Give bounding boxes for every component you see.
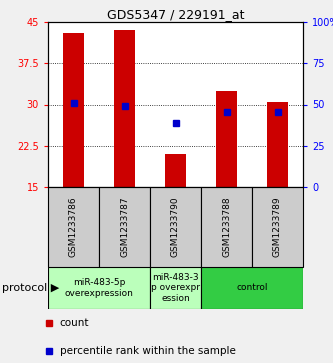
Bar [150, 267, 201, 309]
Text: percentile rank within the sample: percentile rank within the sample [60, 346, 235, 356]
Bar [201, 267, 303, 309]
Text: GSM1233786: GSM1233786 [69, 197, 78, 257]
Bar [63, 33, 84, 187]
Title: GDS5347 / 229191_at: GDS5347 / 229191_at [107, 8, 244, 21]
Text: GSM1233788: GSM1233788 [222, 197, 231, 257]
Bar [216, 91, 237, 187]
Bar [252, 187, 303, 267]
Bar [114, 30, 135, 187]
Text: GSM1233790: GSM1233790 [171, 197, 180, 257]
Text: count: count [60, 318, 89, 328]
Text: control: control [236, 284, 268, 293]
Bar [48, 267, 150, 309]
Bar [201, 187, 252, 267]
Bar [48, 187, 99, 267]
Text: GSM1233787: GSM1233787 [120, 197, 129, 257]
Bar [165, 154, 186, 187]
Text: GSM1233789: GSM1233789 [273, 197, 282, 257]
Bar [267, 102, 288, 187]
Bar [99, 187, 150, 267]
Text: protocol ▶: protocol ▶ [2, 283, 59, 293]
Bar [150, 187, 201, 267]
Text: miR-483-5p
overexpression: miR-483-5p overexpression [65, 278, 134, 298]
Text: miR-483-3
p overexpr
ession: miR-483-3 p overexpr ession [151, 273, 200, 303]
